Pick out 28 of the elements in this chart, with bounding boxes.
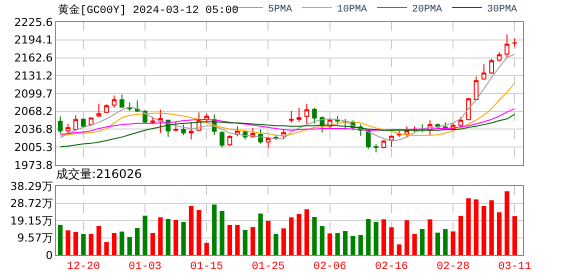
y-tick-label: 38.29万 [10,180,53,193]
x-tick-label: 01-15 [190,261,224,274]
legend-label: 20PMA [412,4,442,16]
chart-title: 成交量:216026 [56,167,142,181]
y-tick-label: 0 [46,248,53,262]
y-tick-label: 2036.8 [14,123,53,136]
y-tick-label: 19.15万 [10,214,53,228]
y-tick-label: 2162.6 [14,52,53,65]
x-tick-label: 02-06 [313,261,346,274]
y-tick-label: 2005.3 [14,140,53,154]
x-tick-label: 12-20 [66,261,100,274]
x-tick-label: 03-11 [498,261,532,274]
y-tick-label: 2225.6 [14,16,53,29]
chart-title: 黄金[GC00Y] 2024-03-12 05:00 [58,3,238,17]
legend-label: 10PMA [337,4,368,16]
y-tick-label: 2131.2 [14,69,53,82]
x-tick-label: 01-25 [252,261,285,274]
legend-label: 5PMA [268,4,292,16]
legend-label: 30PMA [487,4,518,16]
y-tick-label: 9.57万 [17,232,53,245]
y-tick-label: 2194.1 [14,34,53,47]
y-tick-label: 2099.7 [14,87,53,100]
x-tick-label: 02-16 [374,261,408,274]
y-tick-label: 28.72万 [10,197,53,210]
x-tick-label: 02-28 [436,261,470,274]
y-tick-label: 2068.2 [14,105,53,118]
y-tick-label: 1973.8 [14,158,53,172]
x-tick-label: 01-03 [128,261,162,274]
